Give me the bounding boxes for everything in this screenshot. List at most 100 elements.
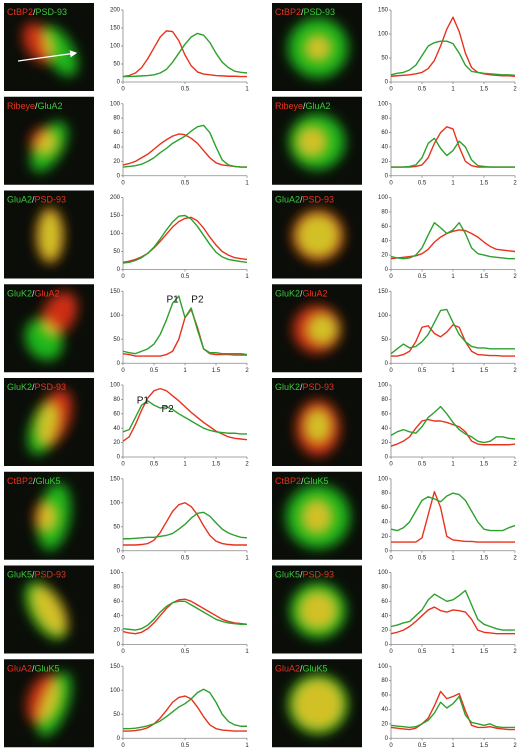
x-tick-label: 1 [245, 274, 249, 280]
image-label-part: GluK5 [303, 664, 328, 674]
x-tick-label: 2 [513, 368, 517, 374]
x-tick-label: 1 [451, 649, 455, 655]
image-label: GluK5/PSD-93 [7, 570, 66, 580]
micrograph: GluK5/PSD-93 [272, 565, 362, 654]
y-tick-label: 0 [385, 361, 389, 367]
image-label-part: GluA2 [275, 664, 300, 674]
y-tick-label: 80 [381, 209, 388, 215]
profile-line [122, 400, 247, 435]
y-tick-label: 40 [113, 145, 120, 151]
image-label-part: / [32, 664, 35, 674]
y-tick-label: 40 [381, 707, 388, 713]
y-tick-label: 100 [378, 195, 389, 201]
image-label-part: GluA2 [38, 101, 63, 111]
x-tick-label: 0.5 [418, 462, 427, 468]
y-tick-label: 80 [113, 116, 120, 122]
x-tick-label: 2 [513, 462, 517, 468]
y-tick-label: 40 [381, 520, 388, 526]
image-label-part: / [301, 7, 304, 17]
x-tick-label: 2 [513, 274, 517, 280]
profile-line [123, 502, 247, 546]
x-tick-label: 1.5 [212, 462, 221, 468]
x-tick-label: 0.5 [418, 555, 427, 561]
profile-line [122, 600, 247, 631]
y-tick-label: 150 [110, 213, 121, 219]
x-tick-label: 1 [451, 87, 455, 93]
x-tick-label: 0 [389, 649, 393, 655]
micrograph: CtBP2/GluK5 [272, 471, 362, 560]
x-tick-label: 0.5 [418, 743, 427, 749]
x-tick-label: 1.5 [480, 274, 489, 280]
micrograph: CtBP2/PSD-93 [272, 3, 362, 91]
y-tick-label: 50 [113, 337, 120, 343]
x-tick-label: 1 [451, 274, 455, 280]
y-tick-label: 100 [378, 383, 389, 389]
image-label: GluK5/PSD-93 [275, 570, 334, 580]
image-label: GluK2/PSD-93 [275, 382, 334, 392]
y-tick-label: 20 [381, 628, 388, 634]
image-label: CtBP2/PSD-93 [7, 7, 67, 17]
profile-line [122, 387, 248, 442]
image-label-part: / [35, 101, 38, 111]
image-label-part: GluK2 [7, 289, 32, 299]
image-label-part: CtBP2 [275, 7, 301, 17]
fluorescence-blob [24, 318, 64, 361]
x-tick-label: 1 [245, 180, 249, 186]
profile-line [390, 405, 516, 444]
y-tick-label: 80 [381, 491, 388, 497]
x-tick-label: 0.5 [418, 87, 427, 93]
y-tick-label: 0 [385, 173, 389, 179]
x-tick-label: 0 [121, 649, 125, 655]
fluorescence-blob [38, 209, 62, 262]
image-label-part: / [300, 289, 303, 299]
y-tick-label: 80 [381, 584, 388, 590]
image-label-part: PSD-93 [36, 7, 68, 17]
image-label-part: CtBP2 [7, 476, 33, 486]
image-label: CtBP2/GluK5 [275, 476, 329, 486]
profile-line [390, 492, 516, 532]
x-tick-label: 0 [389, 180, 393, 186]
annotation: P2 [191, 295, 204, 306]
y-tick-label: 150 [110, 289, 121, 295]
image-label-part: GluK5 [7, 570, 32, 580]
profile-line [122, 598, 248, 635]
profile-line [390, 16, 516, 77]
micrograph: GluK2/PSD-93 [272, 378, 362, 466]
y-tick-label: 100 [110, 231, 121, 237]
y-tick-label: 100 [110, 570, 121, 576]
y-tick-label: 50 [113, 249, 120, 255]
x-tick-label: 1 [183, 462, 187, 468]
y-tick-label: 0 [117, 80, 121, 86]
x-tick-label: 0.5 [181, 87, 190, 93]
x-tick-label: 1 [451, 368, 455, 374]
y-tick-label: 0 [385, 736, 389, 742]
y-tick-label: 40 [113, 613, 120, 619]
x-tick-label: 0 [389, 555, 393, 561]
y-tick-label: 40 [381, 238, 388, 244]
image-label: GluK2/PSD-93 [7, 382, 66, 392]
x-tick-label: 0.5 [181, 649, 190, 655]
x-tick-label: 2 [245, 368, 249, 374]
fluorescence-blob [289, 113, 345, 170]
y-tick-label: 20 [381, 253, 388, 259]
x-tick-label: 0.5 [418, 649, 427, 655]
y-tick-label: 0 [385, 80, 389, 86]
x-tick-label: 1.5 [480, 555, 489, 561]
image-label: Ribeye/GluA2 [275, 101, 331, 111]
y-tick-label: 100 [378, 313, 389, 319]
x-tick-label: 2 [245, 462, 249, 468]
y-tick-label: 50 [113, 712, 120, 718]
image-label-part: PSD-93 [35, 382, 67, 392]
micrograph: GluK2/GluA2 [4, 284, 94, 373]
image-label: GluA2/PSD-93 [7, 195, 66, 205]
x-tick-label: 1 [245, 555, 249, 561]
x-tick-label: 0.5 [181, 180, 190, 186]
y-tick-label: 80 [113, 584, 120, 590]
x-tick-label: 1 [451, 743, 455, 749]
y-tick-label: 50 [381, 337, 388, 343]
x-tick-label: 0 [121, 462, 125, 468]
x-tick-label: 1 [451, 180, 455, 186]
x-tick-label: 0 [121, 368, 125, 374]
y-tick-label: 100 [378, 664, 389, 670]
y-tick-label: 50 [381, 56, 388, 62]
